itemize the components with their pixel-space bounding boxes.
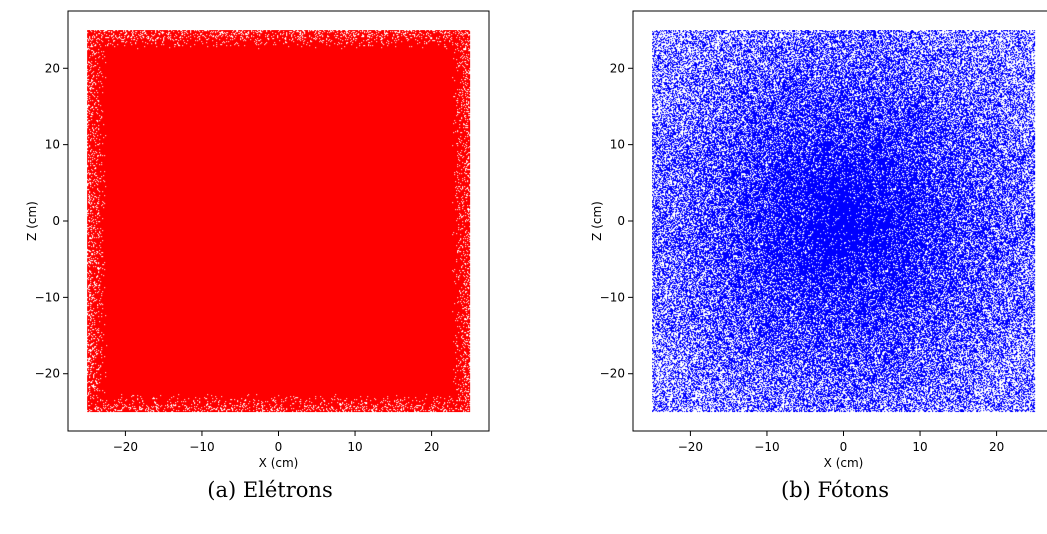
x-tick-label: 0 (275, 440, 283, 454)
x-tick-label: 20 (989, 440, 1004, 454)
x-tick-label: −10 (754, 440, 779, 454)
y-axis-label: Z (cm) (25, 201, 39, 241)
chart-electrons: −20 −10 0 10 20 −20 −10 0 10 20 X (cm) Z (cm) (0, 0, 500, 480)
y-tick-label: 0 (52, 214, 60, 228)
y-tick-label: −20 (35, 367, 60, 381)
scatter-plot-photons: −20 −10 0 10 20 −20 −10 0 10 20 X (cm) Z (cm) (590, 10, 1047, 470)
scatter-points (652, 30, 1036, 413)
y-tick-label: 10 (45, 138, 60, 152)
y-tick-label: −20 (600, 367, 625, 381)
y-tick-label: 10 (610, 138, 625, 152)
y-tick-label: −10 (35, 290, 60, 304)
x-tick-label: −20 (678, 440, 703, 454)
x-axis-label: X (cm) (824, 456, 864, 470)
x-tick-label: 0 (840, 440, 848, 454)
x-tick-label: 10 (347, 440, 362, 454)
y-tick-label: 20 (610, 61, 625, 75)
y-axis-label: Z (cm) (590, 201, 604, 241)
caption-photons: (b) Fótons (781, 478, 889, 502)
y-tick-label: −10 (600, 290, 625, 304)
caption-electrons: (a) Elétrons (207, 478, 333, 502)
chart-photons: −20 −10 0 10 20 −20 −10 0 10 20 X (cm) Z (cm) (565, 0, 1047, 480)
x-axis-label: X (cm) (259, 456, 299, 470)
scatter-plot-electrons: −20 −10 0 10 20 −20 −10 0 10 20 X (cm) Z (cm) (25, 10, 490, 470)
x-tick-label: −20 (113, 440, 138, 454)
x-tick-label: 20 (424, 440, 439, 454)
x-tick-label: 10 (912, 440, 927, 454)
x-tick-label: −10 (189, 440, 214, 454)
scatter-points (87, 30, 471, 413)
y-tick-label: 0 (617, 214, 625, 228)
y-tick-label: 20 (45, 61, 60, 75)
